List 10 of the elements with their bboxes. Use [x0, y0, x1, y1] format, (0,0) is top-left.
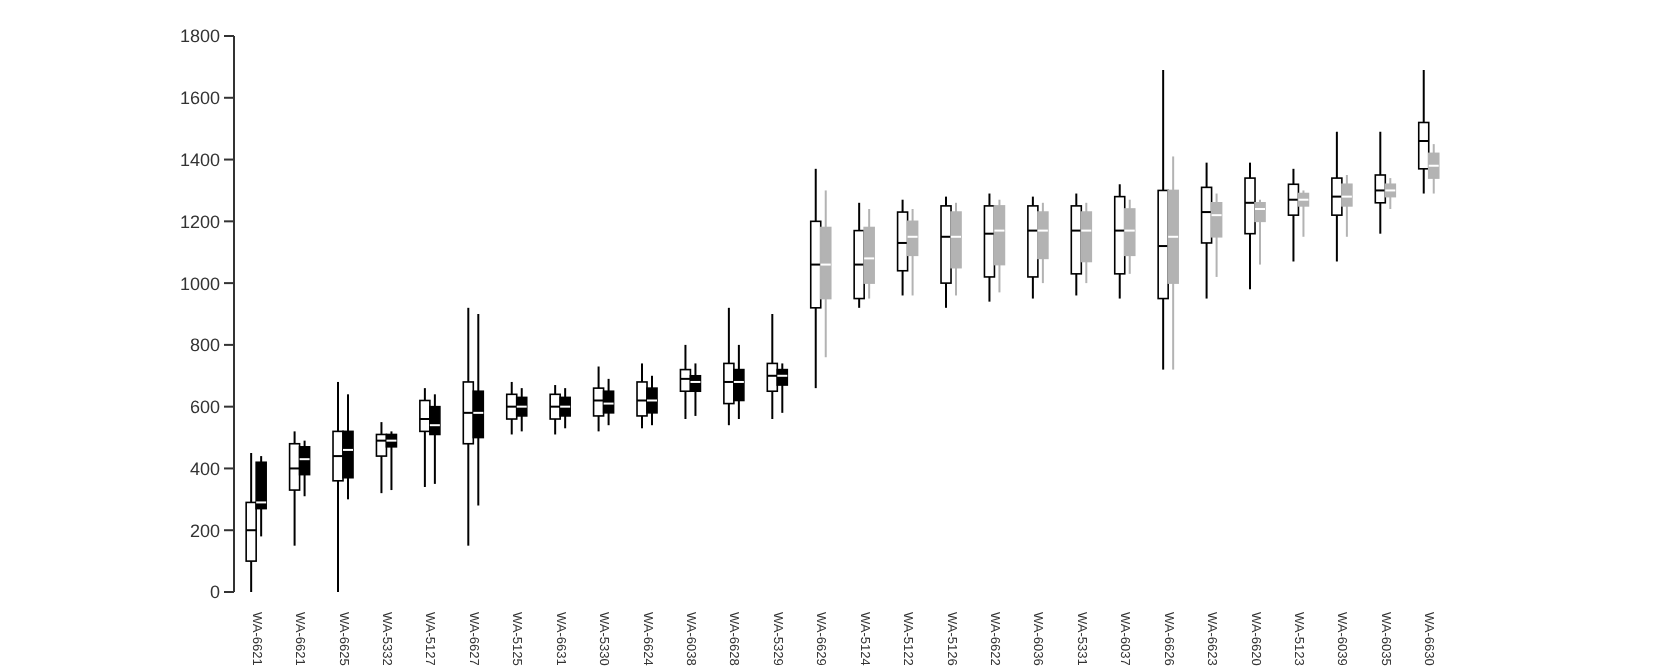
y-tick-label: 400	[189, 458, 220, 479]
y-tick-label: 1000	[179, 273, 220, 294]
y-tick-label: 1200	[179, 211, 220, 232]
y-tick-label: 1800	[179, 26, 220, 47]
y-tick-label: 200	[189, 520, 220, 541]
y-tick-label: 1400	[179, 149, 220, 170]
y-tick-label: 600	[189, 397, 220, 418]
y-tick-label: 800	[189, 335, 220, 356]
y-tick-label: 0	[209, 582, 220, 603]
y-tick-label: 1600	[179, 88, 220, 109]
